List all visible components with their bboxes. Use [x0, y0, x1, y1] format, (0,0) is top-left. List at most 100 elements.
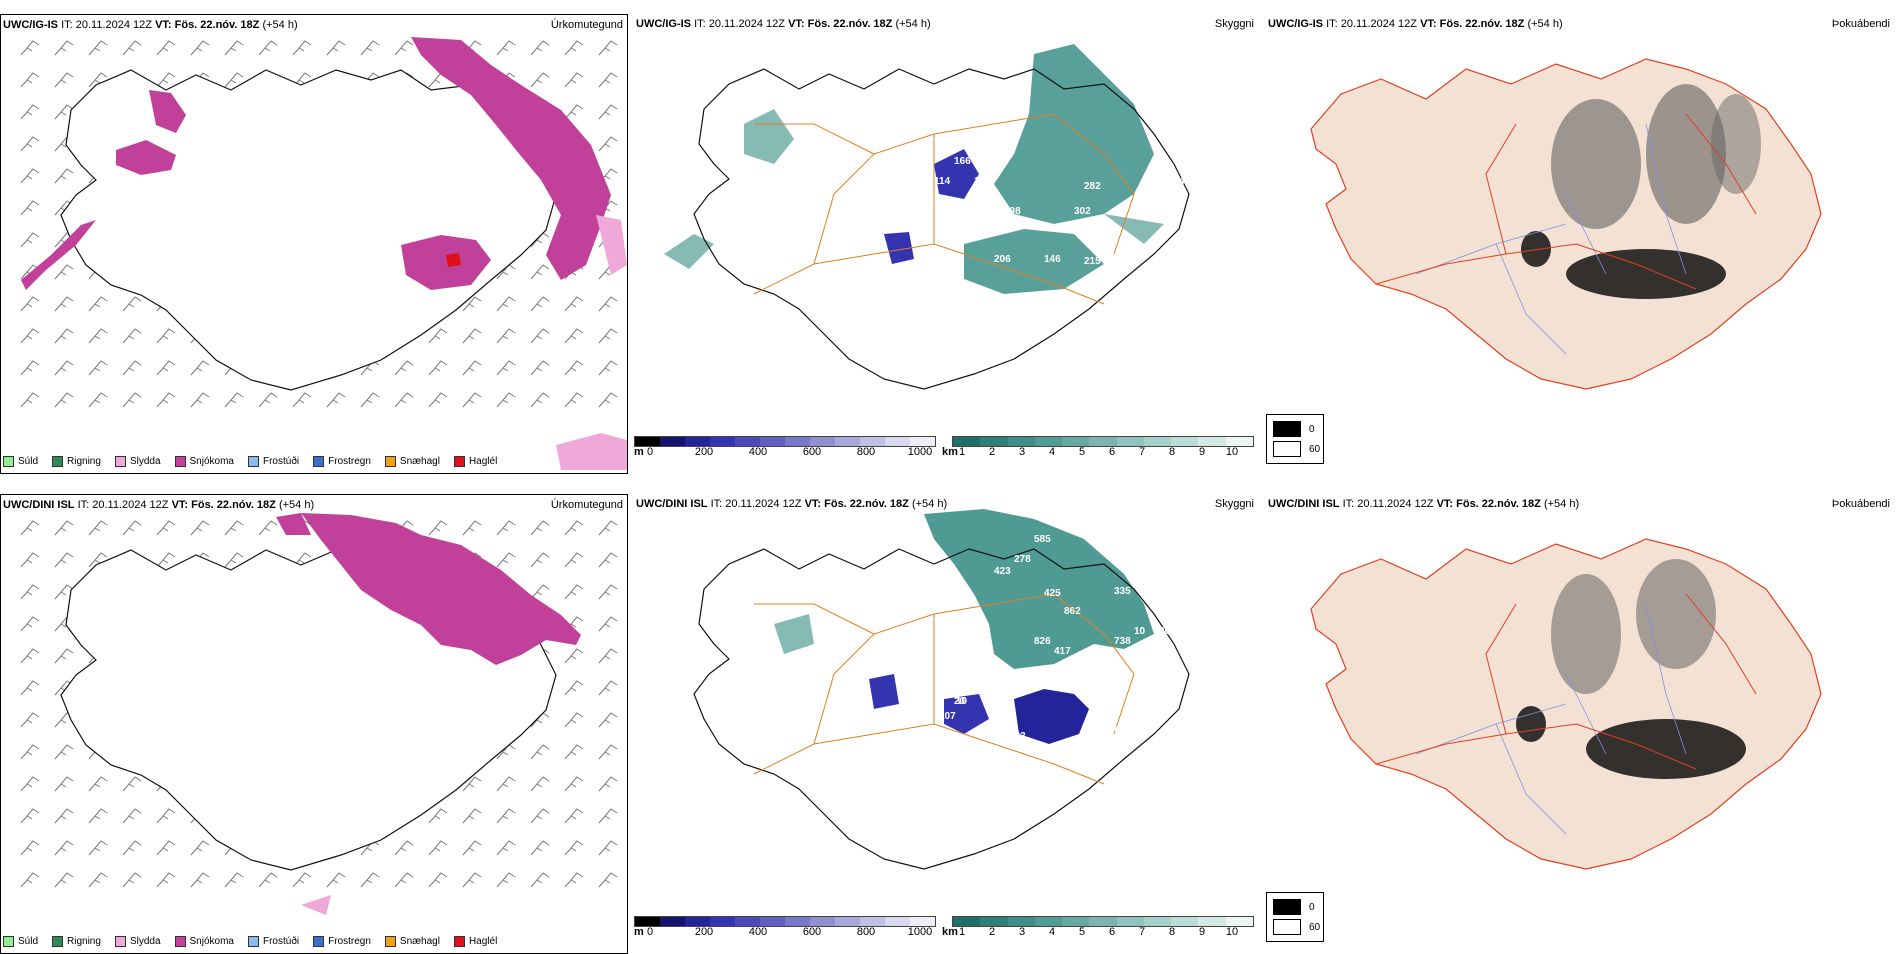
- colorbar-cell: [735, 437, 760, 446]
- snow-area: [556, 433, 627, 470]
- colorbar-cell: [910, 917, 935, 926]
- colorbar-tick: 7: [1138, 446, 1146, 458]
- wind-barb: [88, 392, 108, 408]
- wind-barb: [20, 872, 40, 888]
- visibility-area: [744, 109, 794, 164]
- map-value-label: 95: [1109, 726, 1121, 737]
- colorbar-tick: 4: [1048, 926, 1056, 938]
- precip-type-panel-top: UWC/IG-IS IT: 20.11.2024 12Z VT: Fös. 22…: [0, 14, 628, 474]
- wind-barb: [530, 840, 550, 856]
- panel-header: UWC/IG-IS IT: 20.11.2024 12Z VT: Fös. 22…: [636, 18, 931, 30]
- legend-item: Slydda: [114, 456, 161, 467]
- wind-barb: [564, 328, 584, 344]
- colorbar-cell: [660, 917, 685, 926]
- legend-swatch: [52, 456, 64, 467]
- map-value-label: 499: [1114, 76, 1131, 87]
- wind-barb: [292, 72, 312, 88]
- wind-barb: [598, 744, 618, 760]
- wind-barb: [326, 872, 346, 888]
- wind-barb: [224, 392, 244, 408]
- colorbar-cell: [735, 917, 760, 926]
- map-value-label: 496: [1044, 38, 1061, 49]
- fog-area: [1711, 94, 1761, 194]
- legend-swatch: [3, 456, 14, 467]
- legend-label: Súld: [18, 456, 39, 467]
- wind-barb: [258, 392, 278, 408]
- wind-barb: [258, 520, 278, 536]
- wind-barb: [530, 808, 550, 824]
- colorbar-cell: [1007, 917, 1035, 926]
- colorbar-cell: [1062, 917, 1090, 926]
- colorbar-cell: [685, 917, 710, 926]
- wind-barb: [122, 840, 142, 856]
- wind-barb: [224, 40, 244, 56]
- colorbar-tick: 10: [1225, 446, 1239, 458]
- wind-barb: [88, 840, 108, 856]
- wind-barb: [462, 328, 482, 344]
- fog-area: [1551, 574, 1621, 694]
- road-network: [1375, 113, 1757, 290]
- colorbar-tick: 7: [1138, 926, 1146, 938]
- wind-barb: [530, 264, 550, 280]
- wind-barb: [20, 104, 40, 120]
- wind-barb: [530, 744, 550, 760]
- colorbar-tick: 5: [1078, 446, 1086, 458]
- fog-area: [1551, 99, 1641, 229]
- map-value-label: 278: [1014, 554, 1031, 565]
- legend-swatch: [174, 936, 186, 947]
- legend-label: Frostúði: [262, 456, 300, 467]
- legend-item: Frostregn: [313, 936, 371, 947]
- wind-barb: [360, 40, 380, 56]
- wind-barb: [190, 40, 210, 56]
- map-value-label: 282: [1084, 181, 1101, 192]
- wind-barb: [54, 296, 74, 312]
- colorbar-cell: [1034, 917, 1063, 926]
- wind-barb: [462, 296, 482, 312]
- visibility-area: [924, 509, 1154, 669]
- snow-area: [21, 220, 96, 290]
- wind-barb: [258, 40, 278, 56]
- wind-barb: [598, 712, 618, 728]
- wind-barb: [360, 872, 380, 888]
- wind-barb: [530, 40, 550, 56]
- legend-swatch: [384, 936, 396, 947]
- map-value-label: 166: [954, 156, 971, 167]
- colorbar-cell: [1198, 917, 1226, 926]
- panel-header: UWC/IG-IS IT: 20.11.2024 12Z VT: Fös. 22…: [1268, 18, 1563, 30]
- wind-barb: [122, 296, 142, 312]
- legend-label: Frostúði: [262, 936, 300, 947]
- wind-barb: [54, 392, 74, 408]
- wind-barb: [156, 520, 176, 536]
- wind-barb: [88, 360, 108, 376]
- precip-type-legend: Súld Rigning Slydda Snjókoma Frostúði Frostre…: [3, 936, 497, 947]
- visibility-colorbar: [952, 916, 1254, 927]
- wind-barb: [428, 520, 448, 536]
- wind-barb: [54, 808, 74, 824]
- wind-barb: [190, 520, 210, 536]
- wind-barb: [20, 744, 40, 760]
- visibility-area: [964, 229, 1104, 294]
- wind-barb: [564, 104, 584, 120]
- legend-swatch: [313, 936, 325, 947]
- wind-barb: [360, 392, 380, 408]
- wind-barb: [496, 808, 516, 824]
- wind-barb: [496, 40, 516, 56]
- wind-barb: [292, 872, 312, 888]
- wind-barb: [564, 72, 584, 88]
- colorbar-cell: [885, 437, 910, 446]
- wind-barb: [394, 840, 414, 856]
- map-value-label: 283: [1094, 236, 1111, 247]
- wind-barb: [394, 392, 414, 408]
- wind-barb: [54, 520, 74, 536]
- map-value-label: 251: [1189, 618, 1206, 629]
- iceland-outline: [693, 548, 1190, 870]
- legend-label: Frostregn: [328, 456, 371, 467]
- map-value-label: 20: [954, 696, 966, 707]
- colorbar-cell: [710, 437, 735, 446]
- precip-type-legend: Súld Rigning Slydda Snjókoma Frostúði Frostre…: [3, 456, 497, 467]
- colorbar-tick: 600: [802, 926, 822, 938]
- wind-barb: [598, 104, 618, 120]
- map-value-label: 146: [1044, 254, 1061, 265]
